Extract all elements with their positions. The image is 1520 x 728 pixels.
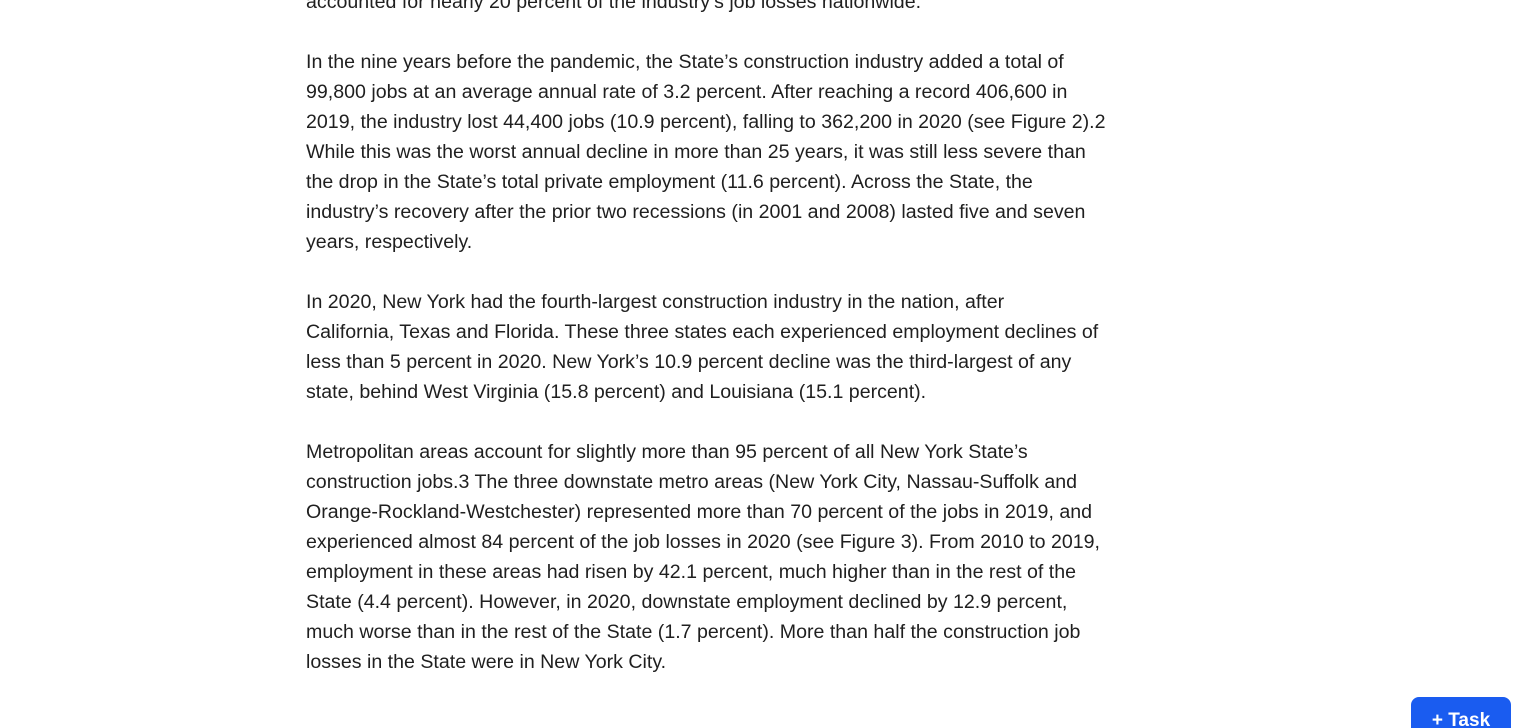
text-line: experienced almost 84 percent of the job… (306, 531, 1101, 553)
text-line: Metropolitan areas account for slightly … (306, 441, 1028, 463)
text-line: In the nine years before the pandemic, t… (306, 51, 1064, 73)
article: accounted for nearly 20 percent of the i… (306, 0, 1206, 707)
text-line: years, respectively. (306, 231, 473, 253)
text-line: losses in the State were in New York Cit… (306, 651, 667, 673)
text-line: the drop in the State’s total private em… (306, 171, 1033, 193)
text-line: State (4.4 percent). However, in 2020, d… (306, 591, 1068, 613)
text-line: While this was the worst annual decline … (306, 141, 1086, 163)
paragraph: In the nine years before the pandemic, t… (306, 47, 1206, 257)
text-line: industry’s recovery after the prior two … (306, 201, 1086, 223)
text-line: 99,800 jobs at an average annual rate of… (306, 81, 1068, 103)
text-line: 2019, the industry lost 44,400 jobs (10.… (306, 111, 1106, 133)
text-line: California, Texas and Florida. These thr… (306, 321, 1099, 343)
text-line: state, behind West Virginia (15.8 percen… (306, 381, 927, 403)
text-line: accounted for nearly 20 percent of the i… (306, 0, 922, 13)
text-line: Orange-Rockland-Westchester) represented… (306, 501, 1093, 523)
text-line: much worse than in the rest of the State… (306, 621, 1081, 643)
task-button[interactable]: + Task (1411, 697, 1511, 728)
paragraph: accounted for nearly 20 percent of the i… (306, 0, 1206, 17)
paragraph: In 2020, New York had the fourth-largest… (306, 287, 1206, 407)
text-line: In 2020, New York had the fourth-largest… (306, 291, 1005, 313)
text-line: employment in these areas had risen by 4… (306, 561, 1077, 583)
text-line: less than 5 percent in 2020. New York’s … (306, 351, 1072, 373)
paragraph: Metropolitan areas account for slightly … (306, 437, 1206, 677)
text-line: construction jobs.3 The three downstate … (306, 471, 1078, 493)
